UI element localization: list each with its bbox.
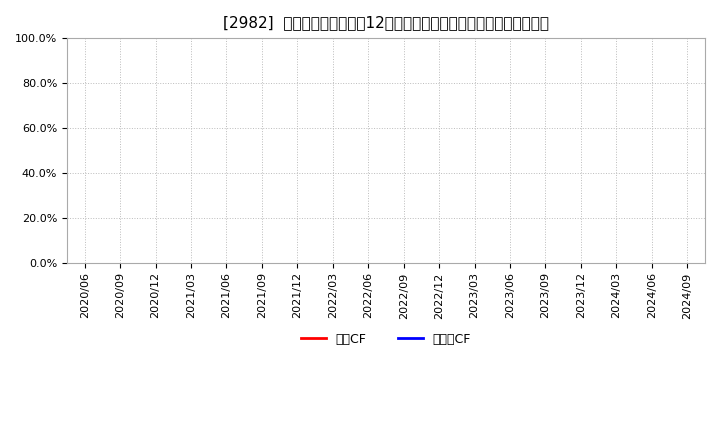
Title: [2982]  キャッシュフローの12か月移動合計の対前年同期増減率の推移: [2982] キャッシュフローの12か月移動合計の対前年同期増減率の推移 bbox=[223, 15, 549, 30]
Legend: 営業CF, フリーCF: 営業CF, フリーCF bbox=[296, 327, 476, 351]
